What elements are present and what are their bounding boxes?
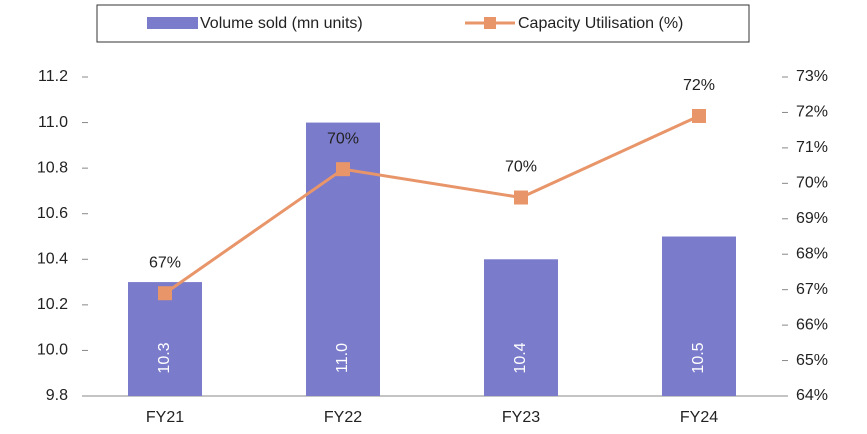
bar	[484, 259, 558, 396]
legend-label: Capacity Utilisation (%)	[518, 15, 683, 32]
x-tick-label: FY24	[680, 409, 718, 426]
y2-tick-label: 65%	[796, 352, 828, 369]
x-tick-label: FY22	[324, 409, 362, 426]
bar	[662, 236, 736, 396]
line-value-label: 67%	[149, 254, 181, 271]
line-value-label: 72%	[683, 77, 715, 94]
x-tick-label: FY23	[502, 409, 540, 426]
y-tick-label: 11.0	[38, 114, 68, 131]
line-marker	[336, 162, 350, 177]
y-tick-label: 10.8	[37, 159, 68, 176]
bar-value-label: 10.3	[156, 342, 173, 373]
line-marker	[158, 286, 172, 301]
y2-tick-label: 73%	[796, 68, 828, 85]
y2-tick-label: 64%	[796, 387, 828, 404]
y-tick-label: 9.8	[46, 387, 68, 404]
y-tick-label: 10.2	[37, 296, 68, 313]
y2-tick-label: 70%	[796, 175, 828, 192]
line-marker	[514, 190, 528, 205]
y-tick-label: 11.2	[38, 68, 68, 85]
y2-tick-label: 66%	[796, 316, 828, 333]
bar	[128, 282, 202, 396]
y2-tick-label: 69%	[796, 210, 828, 227]
legend-marker	[484, 17, 496, 29]
bar-value-label: 10.5	[690, 342, 707, 373]
y-tick-label: 10.6	[37, 205, 68, 222]
y-tick-label: 10.4	[37, 251, 68, 268]
legend-swatch	[147, 17, 198, 29]
bar-value-label: 11.0	[334, 343, 351, 373]
line-value-label: 70%	[327, 130, 359, 147]
legend-label: Volume sold (mn units)	[200, 15, 363, 32]
y-tick-label: 10.0	[37, 342, 68, 359]
y2-tick-label: 68%	[796, 245, 828, 262]
y2-tick-label: 71%	[796, 139, 828, 156]
line	[164, 114, 700, 295]
legend-box	[96, 4, 750, 43]
y2-tick-label: 72%	[796, 104, 828, 121]
line-marker	[692, 108, 706, 123]
bar-value-label: 10.4	[512, 342, 529, 373]
x-tick-label: FY21	[146, 409, 184, 426]
y2-tick-label: 67%	[796, 281, 828, 298]
line-value-label: 70%	[505, 159, 537, 176]
